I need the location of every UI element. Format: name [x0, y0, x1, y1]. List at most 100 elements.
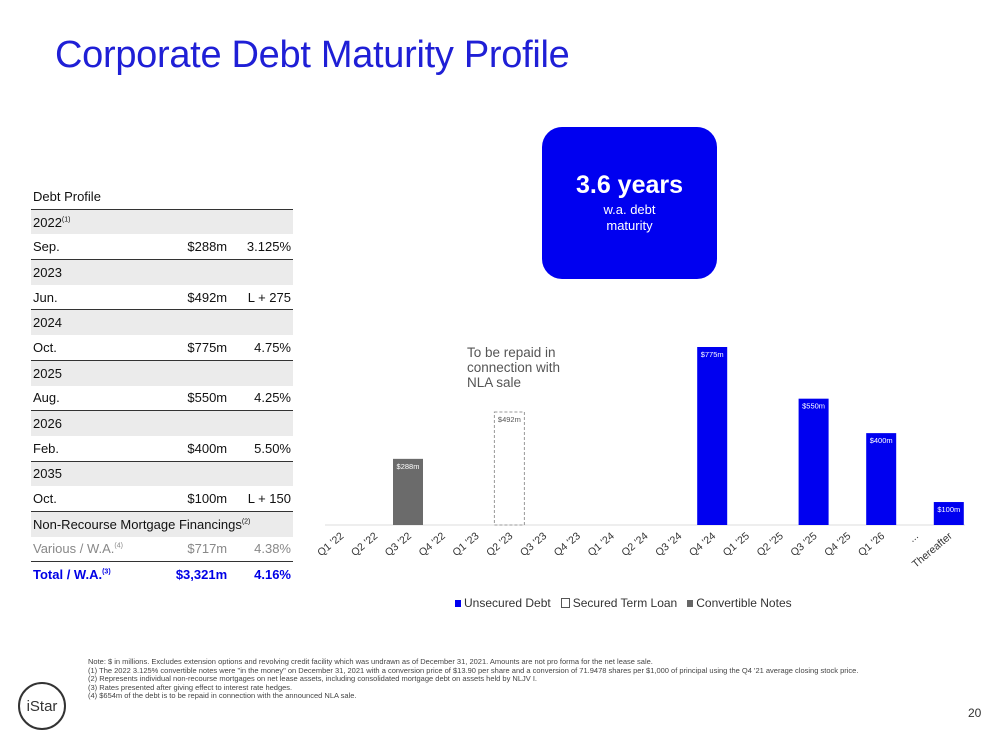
x-tick-label: Q2 '24: [619, 530, 650, 559]
x-tick-label: Q1 '24: [586, 530, 617, 559]
maturity-row: Sep. $288m 3.125%: [31, 234, 293, 261]
year-row: 2025: [31, 360, 293, 386]
maturity-chart: Q1 '22 Q2 '22 $288m Q3 '22 Q4 '22 Q1 '23 $492m…: [315, 347, 965, 570]
footnote-1: (1) The 2022 3.125% convertible notes we…: [88, 665, 859, 675]
x-tick-label: Q1 '22: [315, 530, 346, 559]
year-text: 2026: [33, 416, 62, 432]
maturity-amount: $775m: [155, 335, 230, 361]
year-label: 2023: [31, 259, 293, 285]
wa-maturity-label: w.a. debt maturity: [603, 202, 656, 233]
footnote-2: (2) Represents individual non-recourse m…: [88, 674, 538, 684]
various-amount: $717m: [155, 536, 230, 563]
various-footnote-ref: (4): [114, 543, 123, 551]
bar-data-label: $288m: [397, 462, 420, 471]
x-tick-label: Q4 '22: [417, 530, 448, 559]
maturity-rate: 4.75%: [229, 335, 293, 361]
bar-data-label: $100m: [937, 505, 960, 514]
maturity-row: Jun. $492m L + 275: [31, 284, 293, 311]
legend-item-convertible: Convertible Notes: [687, 596, 792, 610]
maturity-row: Feb. $400m 5.50%: [31, 435, 293, 462]
page-number: 20: [968, 706, 982, 720]
year-label: 2022(1): [31, 209, 293, 235]
wa-maturity-value: 3.6 years: [575, 171, 684, 199]
various-rate: 4.38%: [229, 536, 293, 563]
year-text: 2022: [33, 214, 62, 230]
bar-unsecured: [697, 347, 728, 525]
legend-label-secured: Secured Term Loan: [572, 596, 678, 610]
legend-swatch-unsecured: [455, 599, 461, 607]
legend-swatch-secured: [560, 598, 570, 608]
bar-data-label: $550m: [802, 402, 825, 411]
legend-swatch-convertible: [687, 599, 694, 607]
legend-item-unsecured: Unsecured Debt: [455, 596, 551, 610]
maturity-month: Jun.: [31, 284, 156, 311]
maturity-amount: $550m: [155, 385, 230, 412]
x-tick-label: Q3 '25: [788, 530, 819, 559]
maturity-month: Oct.: [31, 486, 156, 512]
nonrecourse-footnote-ref: (2): [241, 518, 251, 526]
bar-secured: [493, 411, 525, 526]
x-tick-label: Q4 '23: [552, 530, 583, 559]
x-tick-label: Q4 '25: [822, 530, 853, 559]
total-amount: $3,321m: [175, 567, 228, 583]
maturity-month: Aug.: [31, 385, 156, 412]
bar-data-label: $400m: [870, 436, 893, 445]
maturity-rate: L + 275: [229, 284, 293, 311]
x-tick-label: Q1 '26: [856, 530, 887, 559]
maturity-rate: 5.50%: [229, 435, 293, 462]
x-tick-label: ...: [907, 530, 921, 545]
debt-table-header: Debt Profile: [31, 184, 293, 210]
maturity-amount: $492m: [155, 284, 230, 311]
various-label-cell: Various / W.A.(4): [31, 536, 156, 563]
x-tick-label: Q3 '24: [653, 530, 684, 559]
maturity-rate: 3.125%: [229, 234, 293, 261]
nonrecourse-cell: Non-Recourse Mortgage Financings(2): [31, 511, 293, 537]
maturity-amount: $400m: [155, 435, 230, 462]
various-row: Various / W.A.(4) $717m 4.38%: [31, 536, 293, 563]
maturity-row: Aug. $550m 4.25%: [31, 385, 293, 412]
year-text: 2023: [33, 264, 62, 280]
year-row: 2023: [31, 259, 293, 285]
various-label: Various / W.A.: [33, 541, 115, 557]
nonrecourse-label: Non-Recourse Mortgage Financings: [33, 516, 242, 532]
debt-profile-table: Debt Profile 2022(1) Sep. $288m 3.125% 2023 J…: [31, 184, 293, 587]
bar-unsecured: [798, 398, 829, 525]
maturity-month: Sep.: [31, 234, 156, 261]
year-label: 2025: [31, 360, 293, 386]
bar-data-label: $492m: [498, 415, 521, 424]
bar-data-label: $775m: [701, 350, 724, 359]
total-label-cell: Total / W.A.(3): [31, 562, 156, 587]
x-tick-label: Q3 '22: [383, 530, 414, 559]
year-row: 2035: [31, 461, 293, 487]
maturity-month: Feb.: [31, 435, 156, 462]
x-tick-label: Q2 '22: [349, 530, 380, 559]
footnote-0: Note: $ in millions. Excludes extension …: [88, 657, 653, 666]
debt-table-header-label: Debt Profile: [31, 184, 293, 210]
bar-convertible: [393, 458, 423, 525]
bar-unsecured: [933, 502, 964, 525]
x-tick-label: Q1 '23: [450, 530, 481, 559]
maturity-row: Oct. $100m L + 150: [31, 486, 293, 512]
x-tick-label: Q2 '23: [484, 530, 515, 559]
x-tick-label: Q4 '24: [687, 530, 718, 559]
year-label: 2024: [31, 309, 293, 336]
nla-annotation: To be repaid in connection with NLA sale: [467, 345, 561, 390]
year-label: 2035: [31, 461, 293, 487]
legend-label-convertible: Convertible Notes: [696, 596, 792, 610]
maturity-amount: $100m: [155, 486, 230, 512]
legend-label-unsecured: Unsecured Debt: [464, 596, 551, 610]
maturity-row: Oct. $775m 4.75%: [31, 335, 293, 361]
year-text: 2025: [33, 365, 62, 381]
footnotes: Note: $ in millions. Excludes extension …: [88, 657, 958, 701]
year-row: 2024: [31, 309, 293, 336]
legend-item-secured: Secured Term Loan: [560, 596, 678, 610]
maturity-amount: $288m: [155, 234, 230, 261]
maturity-month: Oct.: [31, 335, 156, 361]
x-tick-label: Q2 '25: [755, 530, 786, 559]
x-tick-label: Q1 '25: [721, 530, 752, 559]
maturity-rate: 4.25%: [229, 385, 293, 412]
year-text: 2035: [33, 466, 62, 482]
total-label: Total / W.A.: [33, 567, 103, 583]
chart-legend: Unsecured Debt Secured Term Loan Convert…: [455, 596, 792, 610]
year-text: 2024: [33, 315, 62, 331]
